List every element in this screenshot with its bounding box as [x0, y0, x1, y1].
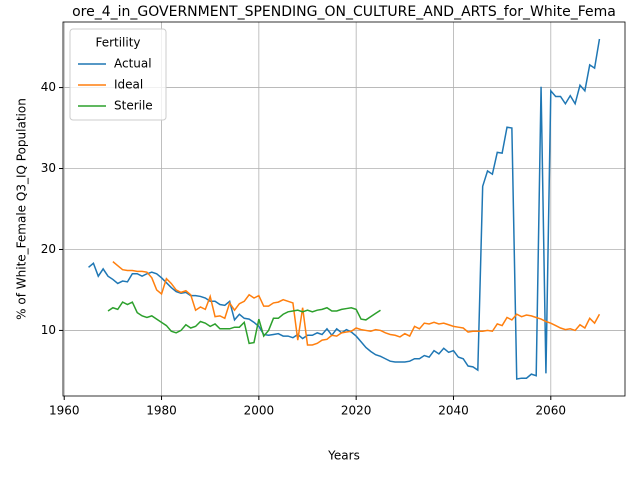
plot-frame [62, 21, 626, 397]
y-tick-label: 10 [41, 323, 56, 337]
y-tick-label: 30 [41, 161, 56, 175]
x-tick-label: 2040 [438, 404, 469, 418]
legend-title: Fertility [95, 36, 140, 50]
line-series [112, 261, 601, 346]
y-tick-label: 40 [41, 80, 56, 94]
x-tick-label: 2060 [536, 404, 567, 418]
x-tick-label: 1960 [49, 404, 80, 418]
x-tick-label: 2020 [341, 404, 372, 418]
legend: Fertility Actual Ideal Sterile [69, 28, 167, 121]
x-axis-label: Years [327, 449, 360, 463]
chart-title: ore_4_in_GOVERNMENT_SPENDING_ON_CULTURE_… [72, 4, 616, 20]
legend-box [69, 28, 167, 121]
y-tick-label: 20 [41, 242, 56, 256]
x-tick-label: 2000 [244, 404, 275, 418]
line-series [107, 301, 381, 345]
legend-label: Actual [114, 57, 152, 71]
legend-label: Sterile [114, 99, 153, 113]
x-tick-label: 1980 [146, 404, 177, 418]
y-axis-label: % of White_Female Q3_IQ Population [15, 98, 29, 320]
line-series [88, 38, 601, 380]
legend-label: Ideal [114, 78, 143, 92]
